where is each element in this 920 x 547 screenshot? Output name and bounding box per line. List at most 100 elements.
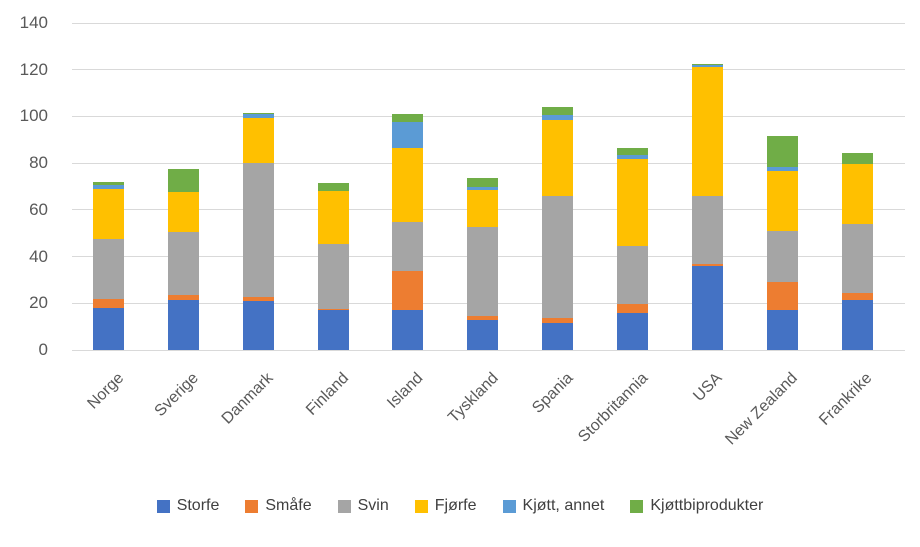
bar-segment-fjørfe: [841, 164, 873, 224]
bar-segment-kjøttbiprodukter: [841, 152, 873, 165]
y-axis-tick-label: 120: [19, 59, 48, 79]
x-axis-label: Danmark: [218, 369, 277, 428]
bar-segment-svin: [167, 232, 199, 296]
y-axis-tick-label: 140: [19, 13, 48, 32]
gridline: [72, 162, 905, 164]
bar-segment-svin: [317, 243, 349, 310]
bar-segment-fjørfe: [467, 190, 499, 228]
bar-segment-småfe: [467, 316, 499, 320]
legend-item: Kjøttbiprodukter: [630, 497, 763, 515]
gridline: [72, 115, 905, 117]
bar-segment-småfe: [542, 318, 574, 324]
bar-segment-kjøttbiprodukter: [467, 178, 499, 187]
bar-segment-svin: [766, 230, 798, 283]
x-axis-label: Storbritannia: [574, 369, 652, 446]
bar-segment-storfe: [242, 300, 274, 350]
gridline: [72, 22, 905, 24]
bar-segment-småfe: [93, 298, 124, 308]
bar-tyskland: [467, 178, 499, 350]
legend-label: Småfe: [265, 497, 312, 514]
bar-segment-fjørfe: [766, 171, 798, 231]
bar-segment-småfe: [242, 297, 274, 301]
legend-swatch-icon: [630, 499, 644, 513]
bar-segment-svin: [616, 246, 648, 305]
bar-segment-svin: [542, 195, 574, 319]
bar-segment-fjørfe: [167, 192, 199, 233]
bar-segment-kjøtt-annet: [93, 185, 124, 189]
bar-sverige: [167, 169, 199, 350]
bar-segment-småfe: [841, 292, 873, 300]
bar-segment-småfe: [317, 309, 349, 311]
bar-segment-fjørfe: [542, 119, 574, 196]
bar-segment-fjørfe: [93, 188, 124, 240]
bar-segment-storfe: [616, 312, 648, 350]
legend-label: Fjørfe: [434, 497, 477, 514]
bar-segment-svin: [841, 223, 873, 293]
legend-swatch-icon: [337, 499, 351, 513]
bar-finland: [317, 183, 349, 350]
bar-segment-kjøttbiprodukter: [167, 169, 199, 193]
y-axis-tick-label: 20: [29, 293, 48, 313]
legend-swatch-icon: [245, 499, 259, 513]
bar-segment-storfe: [691, 265, 723, 350]
bar-segment-kjøttbiprodukter: [392, 114, 424, 123]
gridline: [72, 349, 905, 351]
bar-segment-storfe: [93, 307, 124, 350]
bar-segment-storfe: [167, 299, 199, 350]
legend-swatch-icon: [502, 499, 516, 513]
bar-segment-storfe: [542, 323, 574, 350]
bar-usa: [691, 63, 723, 350]
bar-segment-svin: [242, 163, 274, 298]
bar-segment-kjøtt-annet: [392, 122, 424, 148]
bar-segment-kjøttbiprodukter: [691, 63, 723, 66]
bar-spania: [542, 107, 574, 350]
x-axis-label: Tyskland: [444, 369, 502, 427]
bar-segment-småfe: [766, 282, 798, 311]
bar-segment-kjøtt-annet: [542, 115, 574, 120]
x-axis-label: Sverige: [151, 369, 203, 421]
bar-segment-kjøtt-annet: [691, 65, 723, 68]
legend-item: Fjørfe: [414, 497, 477, 515]
legend-item: Storfe: [156, 497, 219, 515]
bar-segment-storfe: [392, 310, 424, 350]
bar-segment-småfe: [616, 304, 648, 313]
x-axis-label: Finland: [302, 369, 352, 419]
bar-segment-storfe: [317, 310, 349, 350]
legend-swatch-icon: [414, 499, 428, 513]
y-axis-tick-label: 40: [29, 246, 48, 266]
bar-segment-storfe: [841, 299, 873, 350]
x-axis-label: New Zealand: [722, 369, 801, 449]
bar-segment-fjørfe: [691, 67, 723, 196]
y-axis-tick-label: 80: [29, 153, 48, 173]
bar-new-zealand: [766, 136, 798, 350]
legend-swatch-icon: [156, 499, 170, 513]
y-axis-tick-label: 0: [38, 340, 48, 359]
x-axis-label: Island: [384, 369, 427, 412]
bar-segment-storfe: [766, 310, 798, 350]
legend-item: Småfe: [245, 497, 312, 515]
x-axis-label: Frankrike: [816, 369, 876, 429]
bar-segment-småfe: [691, 263, 723, 266]
bar-segment-svin: [392, 221, 424, 271]
bar-segment-fjørfe: [616, 158, 648, 247]
bar-segment-kjøtt-annet: [616, 155, 648, 159]
x-axis-label: Spania: [529, 369, 577, 417]
bar-segment-fjørfe: [242, 117, 274, 164]
legend-item: Kjøtt, annet: [502, 497, 605, 515]
bar-segment-kjøttbiprodukter: [616, 148, 648, 155]
bar-segment-kjøttbiprodukter: [242, 112, 274, 115]
bar-segment-fjørfe: [392, 147, 424, 222]
bar-segment-småfe: [392, 270, 424, 311]
x-axis-label: USA: [690, 369, 726, 405]
bar-danmark: [242, 112, 274, 350]
bar-segment-svin: [691, 195, 723, 264]
legend-label: Kjøtt, annet: [522, 497, 605, 514]
bar-segment-kjøttbiprodukter: [317, 183, 349, 192]
bar-segment-småfe: [167, 295, 199, 300]
gridline: [72, 69, 905, 71]
legend-label: Svin: [357, 497, 389, 514]
legend-label: Kjøttbiprodukter: [650, 497, 764, 514]
bar-segment-storfe: [467, 319, 499, 350]
bar-norge: [93, 181, 124, 350]
